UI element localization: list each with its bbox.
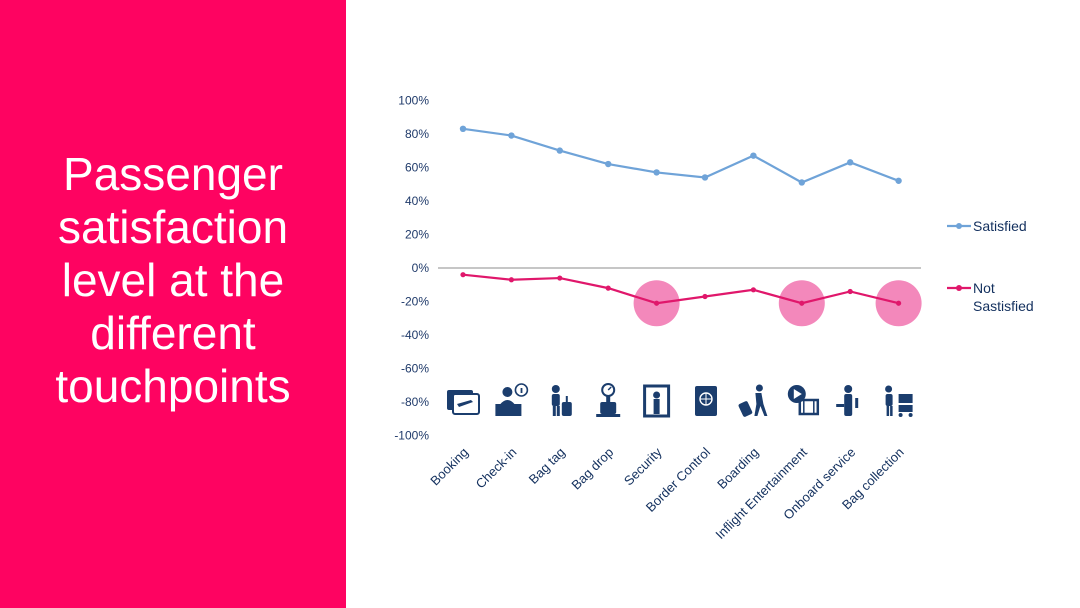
y-tick-label: -60% [401,362,429,376]
check-in-desk-icon [495,383,529,416]
series-line-not-satisfied [462,273,899,305]
data-point [701,174,709,181]
inflight-entertainment-icon [787,385,820,416]
boarding-pass-icon [447,390,480,415]
data-point [556,147,563,154]
y-tick-label: -40% [401,328,429,342]
bag-collection-icon [885,385,913,417]
data-point [605,285,611,291]
data-point [750,152,757,159]
y-tick-label: -100% [394,429,429,443]
data-point [460,272,466,278]
data-point [895,177,902,184]
title-panel: Passenger satisfaction level at the diff… [0,0,346,608]
legend-label: Not Sastisfied [973,280,1034,314]
data-point [654,300,660,306]
legend-marker [956,285,962,291]
data-point [847,288,853,295]
y-tick-label: -20% [401,295,429,309]
slide-title: Passenger satisfaction level at the diff… [55,147,291,412]
passport-icon [695,386,717,416]
y-tick-label: 40% [405,194,429,208]
data-point [798,179,805,186]
data-point [653,169,660,176]
data-point [557,275,563,281]
y-tick-label: 20% [405,227,429,241]
category-label: Check-in [473,445,520,492]
category-label: Boarding [714,445,761,492]
boarding-icon [738,384,768,417]
data-point [459,125,467,133]
legend-label: Satisfied [973,218,1027,234]
y-tick-label: 80% [405,127,429,141]
series-line-satisfied [462,127,899,184]
data-point [508,277,514,283]
data-point [605,160,612,168]
category-label: Bag drop [568,445,616,493]
onboard-service-icon [836,385,859,416]
data-point [508,132,515,139]
data-point [896,300,902,306]
category-label: Booking [427,445,471,489]
data-point [702,293,708,300]
data-point [847,159,854,166]
bag-drop-icon [596,383,621,417]
y-tick-label: 100% [398,93,429,107]
legend-marker [956,223,962,229]
y-tick-label: 0% [412,261,430,275]
category-label: Bag tag [526,445,568,487]
data-point [799,300,805,306]
y-tick-label: -80% [401,395,429,409]
data-point [750,287,756,293]
category-label: Security [621,444,665,488]
category-label: Inflight Entertainment [712,444,810,542]
security-gate-icon [643,384,671,418]
line-chart: 100% 80% 60% 40% 20% 0% -20% -40% -60% -80% -100% S… [394,93,1034,542]
y-tick-label: 60% [405,160,429,174]
bag-tag-icon [551,385,572,416]
